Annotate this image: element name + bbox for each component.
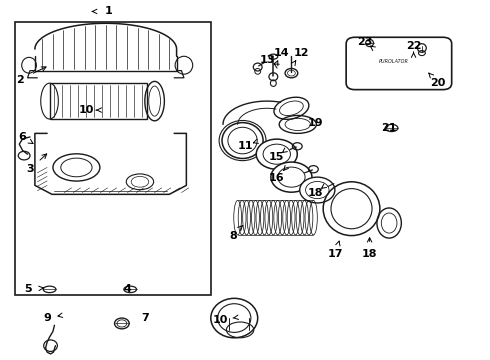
Text: 5: 5 bbox=[24, 284, 31, 294]
Text: 1: 1 bbox=[104, 6, 112, 17]
Text: 18: 18 bbox=[362, 248, 377, 258]
Text: 11: 11 bbox=[237, 141, 253, 151]
Bar bbox=[49, 83, 147, 119]
Text: 8: 8 bbox=[229, 231, 237, 240]
Text: PUROLATOR: PUROLATOR bbox=[379, 59, 409, 64]
Text: 10: 10 bbox=[213, 315, 228, 325]
Text: 13: 13 bbox=[259, 55, 275, 65]
Ellipse shape bbox=[211, 298, 258, 338]
Ellipse shape bbox=[256, 139, 297, 169]
Text: 20: 20 bbox=[430, 78, 446, 88]
FancyBboxPatch shape bbox=[346, 37, 452, 90]
Ellipse shape bbox=[300, 177, 335, 203]
Text: 12: 12 bbox=[294, 48, 309, 58]
Text: 18: 18 bbox=[308, 188, 323, 198]
Text: 3: 3 bbox=[26, 164, 34, 174]
Ellipse shape bbox=[271, 162, 312, 192]
Text: 6: 6 bbox=[19, 132, 26, 142]
Text: 10: 10 bbox=[78, 105, 94, 115]
Text: 4: 4 bbox=[124, 284, 132, 294]
Text: 22: 22 bbox=[406, 41, 421, 50]
Text: 17: 17 bbox=[328, 248, 343, 258]
Text: 23: 23 bbox=[357, 37, 372, 47]
Text: 14: 14 bbox=[274, 48, 290, 58]
Text: 15: 15 bbox=[269, 152, 285, 162]
Text: 7: 7 bbox=[141, 313, 148, 323]
Text: 16: 16 bbox=[269, 173, 285, 183]
Text: 19: 19 bbox=[308, 118, 324, 128]
Bar bbox=[15, 22, 211, 295]
Text: 21: 21 bbox=[381, 123, 397, 133]
Text: 2: 2 bbox=[16, 75, 24, 85]
Text: 9: 9 bbox=[43, 313, 51, 323]
